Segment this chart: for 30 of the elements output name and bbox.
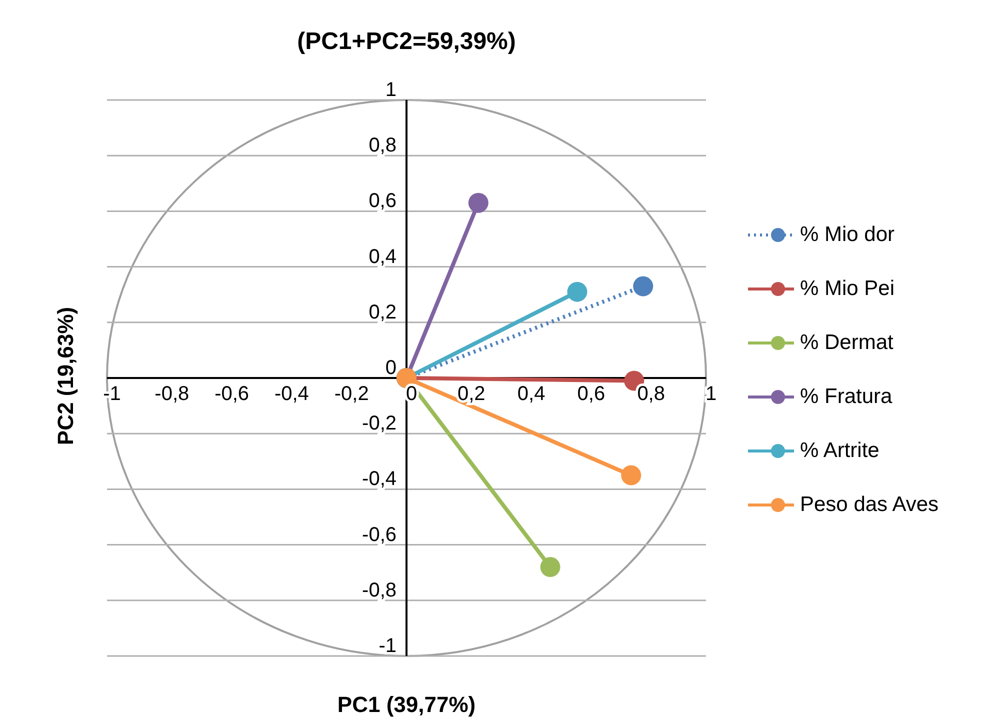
y-tick-label: -0,4 — [362, 468, 396, 490]
y-axis-title: PC2 (19,63%) — [53, 306, 79, 448]
y-tick-label: -0,8 — [362, 579, 396, 602]
y-tick-label: -1 — [378, 635, 396, 657]
y-tick-label: 0,8 — [368, 134, 396, 157]
y-tick-label: 0,4 — [368, 246, 396, 268]
y-tick-label: -0,6 — [362, 524, 396, 546]
x-tick-label: 1 — [705, 383, 717, 405]
x-tick-label: -0,4 — [274, 383, 309, 405]
y-tick-label: -0,2 — [362, 412, 396, 435]
legend-label: Peso das Aves — [800, 493, 939, 517]
x-tick-label: -0,2 — [334, 383, 369, 405]
x-tick-label: -1 — [103, 383, 121, 405]
y-tick-label: 0 — [385, 357, 396, 379]
x-tick-label: 0,8 — [637, 383, 666, 405]
y-tick-label: 1 — [385, 79, 396, 101]
x-tick-label: 0,6 — [577, 383, 606, 405]
x-tick-label: -0,8 — [154, 383, 190, 405]
x-tick-label: 0,2 — [457, 383, 486, 405]
x-axis-title: PC1 (39,77%) — [336, 692, 477, 718]
y-tick-label: 0,2 — [368, 301, 396, 324]
legend-label: % Mio dor — [800, 223, 895, 247]
x-tick-label: -0,6 — [214, 383, 250, 405]
x-tick-label: 0,4 — [517, 383, 546, 405]
chart-title: (PC1+PC2=59,39%) — [296, 28, 517, 56]
legend-label: % Mio Pei — [800, 277, 895, 301]
legend-label: % Fratura — [800, 385, 892, 409]
legend-label: % Dermat — [800, 331, 894, 355]
legend-label: % Artrite — [800, 439, 880, 463]
y-tick-label: 0,6 — [368, 190, 396, 212]
